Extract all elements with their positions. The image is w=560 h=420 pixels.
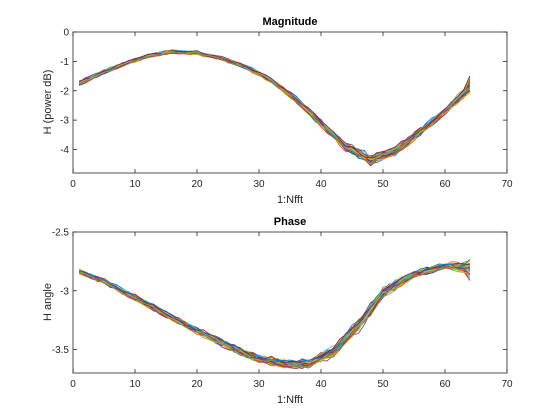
magnitude-x-tick-label: 0 (70, 179, 76, 190)
magnitude-y-tick-label: -1 (60, 57, 69, 68)
magnitude-plot-area (73, 32, 507, 173)
magnitude-y-tick-label: -2 (60, 86, 69, 97)
phase-x-tick-label: 60 (439, 379, 451, 390)
magnitude-y-axis-label: H (power dB) (42, 70, 54, 135)
magnitude-series-line (79, 51, 471, 165)
magnitude-y-tick-label: -3 (60, 116, 69, 127)
phase-y-axis-label: H angle (42, 283, 54, 321)
magnitude-y-tick-label: -4 (60, 145, 69, 156)
magnitude-title: Magnitude (263, 16, 318, 28)
phase-series-line (79, 265, 470, 368)
magnitude-x-tick-label: 30 (253, 179, 265, 190)
magnitude-x-tick-label: 70 (501, 179, 513, 190)
magnitude-x-tick-label: 20 (191, 179, 203, 190)
phase-x-tick-label: 20 (191, 379, 203, 390)
phase-plot-area (73, 232, 507, 373)
phase-y-tick-label: -3 (60, 286, 69, 297)
magnitude-x-axis-label: 1:Nfft (277, 194, 303, 206)
magnitude-series-line (79, 50, 471, 159)
phase-subplot: 0 10 20 30 40 50 60 70 -3.5-3-2.5 Phase 1:Nfft … (42, 216, 513, 406)
magnitude-axes-box (72, 31, 508, 174)
phase-series-line (79, 264, 470, 366)
phase-series-line (79, 265, 470, 369)
phase-x-tick-label: 50 (377, 379, 389, 390)
phase-y-tick-label: -2.5 (52, 228, 70, 239)
magnitude-y-tick-label: 0 (63, 28, 69, 39)
phase-title: Phase (274, 216, 306, 228)
magnitude-x-tick-label: 40 (315, 179, 327, 190)
magnitude-x-tick-label: 50 (377, 179, 389, 190)
magnitude-series-group (78, 49, 471, 167)
phase-x-axis-label: 1:Nfft (277, 394, 303, 406)
magnitude-subplot: 0 10 20 30 40 50 60 70 -4 -3 -2 -1 0 Magnitude 1:Nf… (42, 16, 513, 206)
magnitude-x-tick-label: 60 (439, 179, 451, 190)
phase-y-tick-label: -3.5 (52, 345, 70, 356)
phase-x-tick-label: 70 (501, 379, 513, 390)
phase-series-line (78, 265, 471, 370)
phase-series-group (78, 258, 471, 370)
phase-x-ticks: 0 10 20 30 40 50 60 70 (70, 232, 513, 390)
phase-series-line (79, 258, 471, 362)
phase-x-tick-label: 40 (315, 379, 327, 390)
phase-x-tick-label: 0 (70, 379, 76, 390)
phase-x-tick-label: 30 (253, 379, 265, 390)
magnitude-x-tick-label: 10 (129, 179, 141, 190)
phase-axes-box (72, 231, 508, 374)
phase-x-tick-label: 10 (129, 379, 141, 390)
